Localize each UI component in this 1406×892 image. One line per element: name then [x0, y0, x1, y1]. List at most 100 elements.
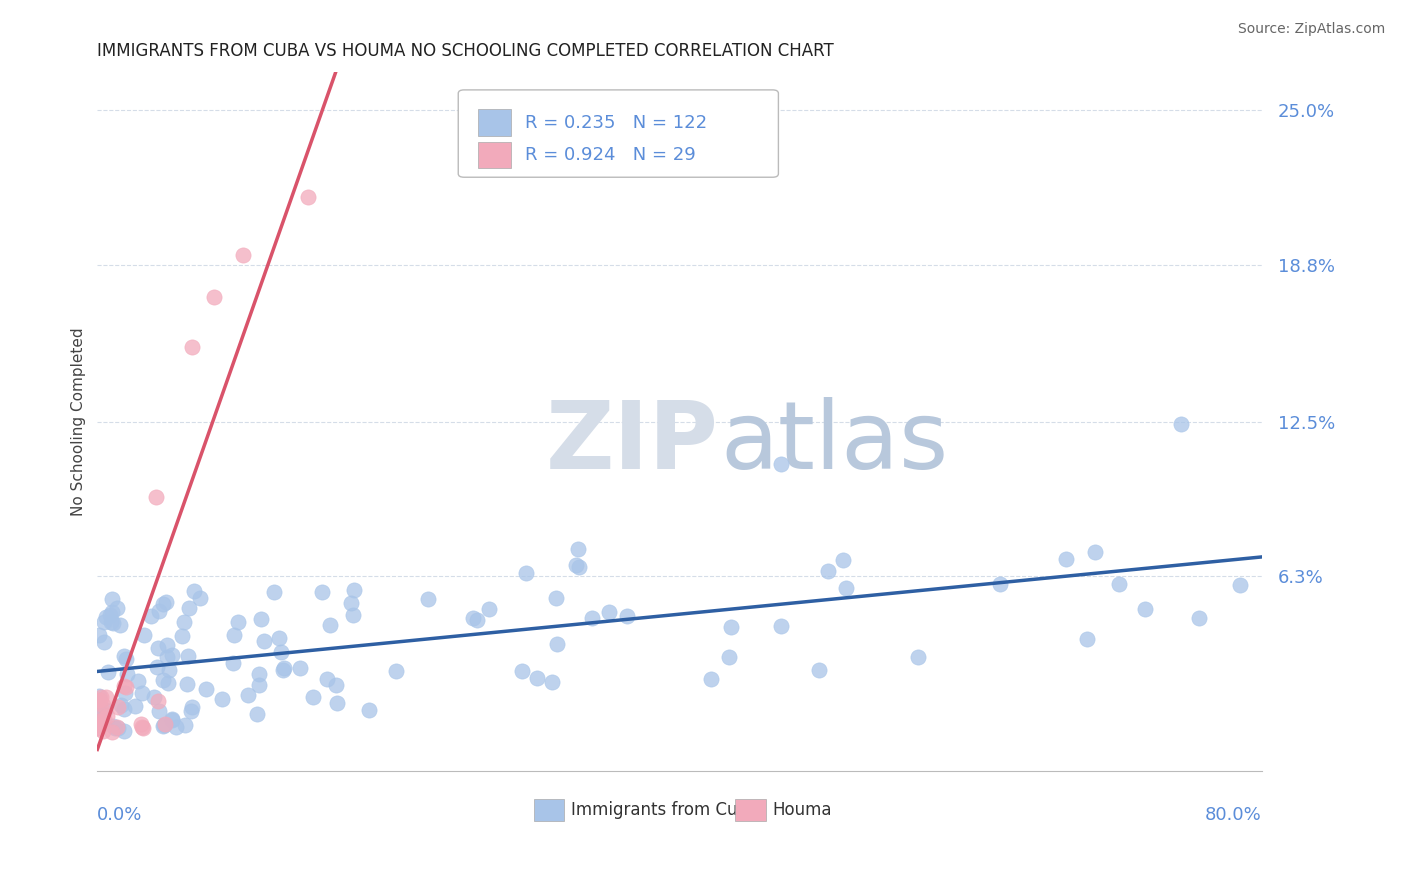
- Point: [384, 664, 406, 678]
- Point: [160, 713, 183, 727]
- Text: Houma: Houma: [772, 800, 832, 819]
- Point: [94, 610, 117, 624]
- Point: [100, 615, 122, 629]
- Point: [91, 703, 114, 717]
- Point: [112, 679, 135, 693]
- Point: [267, 632, 290, 646]
- Point: [94, 690, 117, 705]
- Point: [108, 617, 131, 632]
- Point: [1054, 552, 1077, 566]
- Point: [247, 678, 270, 692]
- Point: [359, 703, 381, 717]
- Point: [342, 607, 364, 622]
- Point: [160, 712, 183, 726]
- Point: [465, 613, 488, 627]
- Point: [770, 457, 793, 471]
- Point: [155, 595, 177, 609]
- Point: [90, 715, 112, 730]
- Point: [103, 719, 125, 733]
- Point: [540, 675, 562, 690]
- Point: [142, 690, 165, 704]
- Point: [222, 656, 245, 670]
- Point: [273, 661, 295, 675]
- Point: [416, 591, 439, 606]
- Point: [247, 667, 270, 681]
- Point: [988, 577, 1011, 591]
- Point: [179, 600, 201, 615]
- Point: [1133, 602, 1156, 616]
- Point: [515, 566, 537, 581]
- Point: [156, 649, 179, 664]
- Point: [93, 615, 115, 630]
- Point: [907, 650, 929, 665]
- Point: [107, 721, 129, 735]
- Point: [146, 659, 169, 673]
- Point: [807, 663, 830, 677]
- Point: [101, 591, 124, 606]
- Point: [112, 702, 135, 716]
- Point: [315, 672, 337, 686]
- FancyBboxPatch shape: [735, 799, 766, 822]
- Point: [166, 720, 188, 734]
- Point: [1229, 578, 1251, 592]
- Point: [157, 663, 180, 677]
- Y-axis label: No Schooling Completed: No Schooling Completed: [72, 327, 86, 516]
- Point: [112, 723, 135, 738]
- Point: [202, 290, 225, 304]
- Text: R = 0.924   N = 29: R = 0.924 N = 29: [524, 146, 696, 164]
- Point: [93, 635, 115, 649]
- Text: atlas: atlas: [720, 397, 949, 489]
- Text: Immigrants from Cuba: Immigrants from Cuba: [571, 800, 758, 819]
- Point: [188, 591, 211, 605]
- Point: [180, 704, 202, 718]
- Point: [232, 247, 254, 261]
- Point: [87, 704, 110, 718]
- Point: [326, 696, 349, 710]
- Point: [834, 582, 856, 596]
- Point: [101, 724, 124, 739]
- Point: [148, 704, 170, 718]
- Point: [270, 645, 292, 659]
- Point: [1076, 632, 1098, 646]
- Point: [90, 690, 112, 705]
- Point: [598, 605, 620, 619]
- Point: [134, 628, 156, 642]
- Point: [104, 721, 127, 735]
- Point: [107, 700, 129, 714]
- Point: [1108, 577, 1130, 591]
- Point: [176, 677, 198, 691]
- Point: [250, 612, 273, 626]
- FancyBboxPatch shape: [458, 90, 779, 178]
- Point: [581, 611, 603, 625]
- Point: [97, 665, 120, 680]
- Point: [131, 721, 153, 735]
- Point: [173, 615, 195, 629]
- Point: [302, 690, 325, 704]
- Point: [1188, 611, 1211, 625]
- Text: Source: ZipAtlas.com: Source: ZipAtlas.com: [1237, 22, 1385, 37]
- Point: [89, 703, 111, 717]
- FancyBboxPatch shape: [478, 142, 510, 169]
- Point: [194, 681, 217, 696]
- Point: [114, 651, 136, 665]
- Point: [105, 600, 128, 615]
- Point: [89, 628, 111, 642]
- Point: [148, 694, 170, 708]
- Point: [131, 685, 153, 699]
- Point: [152, 673, 174, 687]
- Point: [477, 602, 499, 616]
- Point: [114, 686, 136, 700]
- Point: [152, 597, 174, 611]
- Point: [89, 714, 111, 729]
- Point: [181, 699, 204, 714]
- Point: [110, 698, 132, 712]
- Point: [89, 693, 111, 707]
- Point: [699, 672, 721, 686]
- FancyBboxPatch shape: [478, 110, 510, 136]
- Point: [546, 637, 568, 651]
- Point: [183, 583, 205, 598]
- Point: [153, 717, 176, 731]
- Point: [236, 688, 259, 702]
- Point: [297, 190, 319, 204]
- Point: [152, 718, 174, 732]
